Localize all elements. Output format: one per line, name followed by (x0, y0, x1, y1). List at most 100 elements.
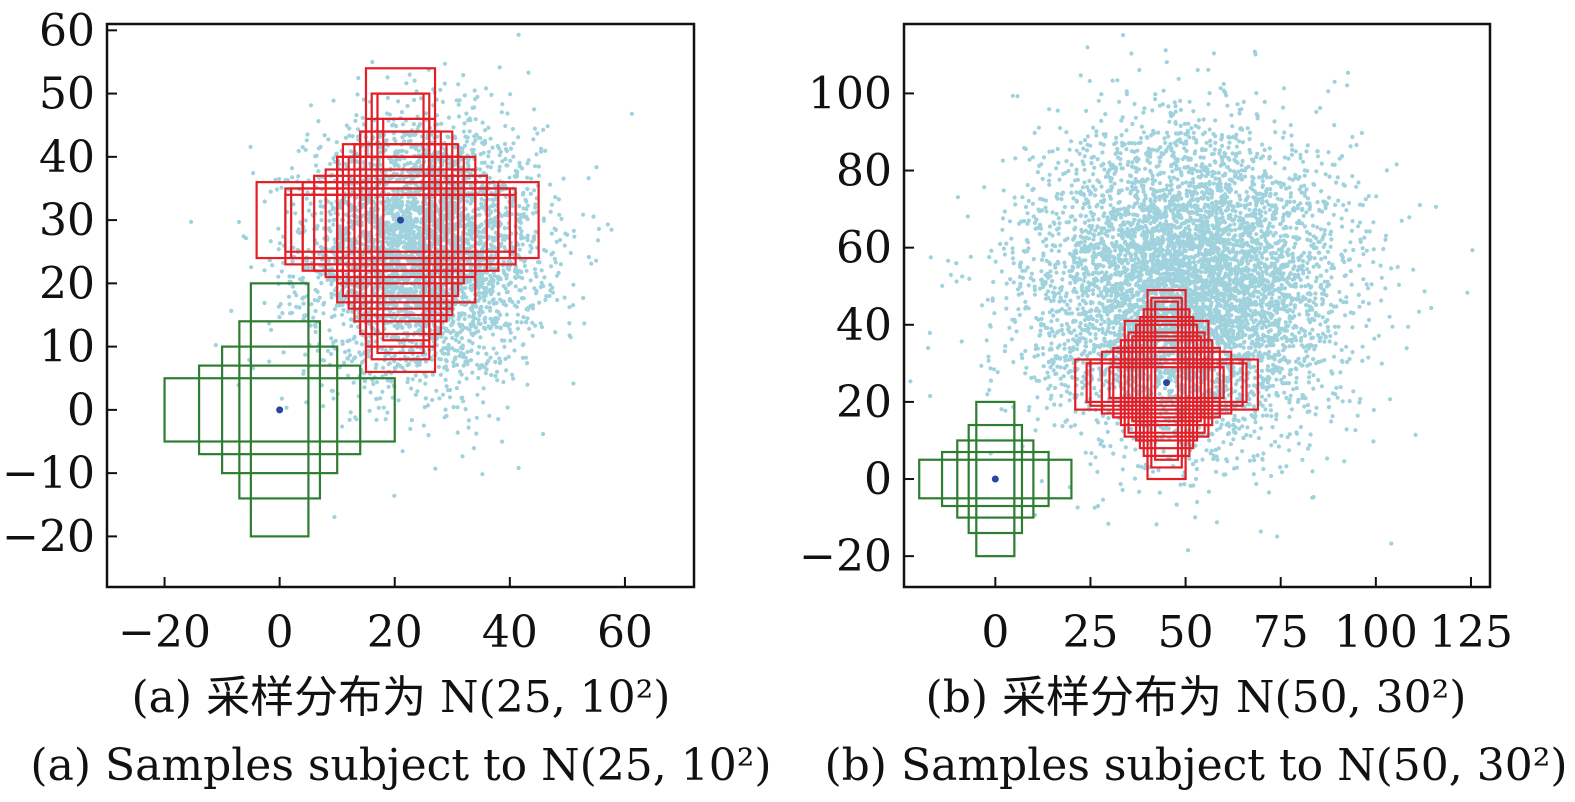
sample-point-a (353, 415, 358, 420)
sample-point-a (461, 355, 466, 360)
sample-point-a (290, 259, 295, 264)
sample-point-a (422, 405, 427, 410)
sample-point-a (410, 204, 415, 209)
sample-point-a (343, 135, 348, 140)
sample-point-a (474, 415, 479, 420)
sample-point-a (290, 284, 295, 289)
sample-point-a (505, 405, 510, 410)
sample-point-a (462, 143, 467, 148)
sample-point-a (367, 408, 372, 413)
sample-point-a (473, 316, 478, 321)
sample-point-a (378, 396, 383, 401)
sample-point-a (402, 225, 407, 230)
sample-point-b (1273, 161, 1278, 166)
sample-point-a (353, 118, 358, 123)
sample-point-a (374, 362, 379, 367)
sample-point-b (1251, 472, 1256, 477)
sample-point-a (519, 270, 524, 275)
sample-point-a (497, 356, 502, 361)
sample-point-a (389, 285, 394, 290)
sample-point-a (248, 144, 253, 149)
sample-point-a (487, 300, 492, 305)
sample-point-a (496, 291, 501, 296)
sample-point-b (1082, 154, 1087, 159)
sample-point-a (418, 290, 423, 295)
sample-point-a (426, 433, 431, 438)
sample-point-a (550, 250, 556, 255)
sample-point-b (1166, 104, 1171, 109)
sample-point-a (332, 307, 337, 312)
sample-point-b (986, 354, 991, 359)
sample-point-b (1094, 418, 1099, 423)
sample-point-a (467, 278, 473, 283)
sample-point-a (403, 214, 408, 219)
sample-point-b (1004, 281, 1009, 286)
sample-point-a (586, 176, 591, 181)
sample-point-a (563, 231, 568, 236)
sample-point-a (423, 381, 428, 386)
sample-point-a (471, 446, 476, 451)
sample-point-a (519, 320, 524, 325)
sample-point-a (383, 354, 388, 359)
sample-point-a (568, 250, 573, 256)
sample-point-a (462, 316, 467, 321)
sample-point-a (482, 138, 487, 143)
sample-point-a (493, 221, 498, 226)
sample-point-a (499, 213, 504, 219)
sample-point-a (495, 281, 500, 286)
sample-point-a (462, 312, 467, 317)
sample-point-a (453, 136, 458, 141)
sample-point-b (1230, 124, 1235, 129)
sample-point-a (429, 252, 435, 257)
sample-point-a (504, 148, 510, 154)
sample-point-a (279, 185, 284, 190)
sample-point-a (407, 287, 412, 292)
sample-point-a (396, 398, 401, 403)
sample-point-a (437, 356, 442, 362)
sample-point-a (296, 174, 301, 179)
sample-point-a (438, 372, 443, 377)
sample-point-a (276, 247, 281, 252)
sample-point-a (262, 268, 267, 273)
sample-point-a (313, 308, 318, 314)
sample-point-a (397, 289, 402, 294)
sample-point-a (506, 354, 511, 359)
sample-point-a (481, 386, 486, 391)
sample-point-a (571, 381, 576, 386)
sample-point-a (515, 319, 520, 325)
sample-point-a (421, 423, 426, 428)
sample-point-a (305, 265, 311, 270)
sample-point-a (473, 325, 478, 330)
sample-point-a (320, 253, 326, 258)
sample-point-a (466, 241, 471, 246)
sample-point-a (553, 260, 558, 265)
sample-point-a (504, 276, 509, 281)
sample-point-a (589, 261, 594, 266)
sample-point-a (488, 265, 493, 270)
sample-point-a (444, 384, 449, 389)
sample-point-a (315, 298, 321, 303)
sample-point-a (354, 113, 359, 118)
sample-point-a (505, 163, 510, 168)
sample-point-a (508, 338, 513, 343)
x-tick-label-a: 20 (367, 607, 423, 658)
sample-point-a (511, 154, 516, 159)
sample-point-a (470, 333, 476, 338)
sample-point-a (486, 281, 491, 287)
sample-point-a (424, 322, 429, 327)
sample-point-a (524, 207, 529, 212)
sample-point-a (276, 226, 281, 231)
sample-point-a (414, 89, 419, 94)
sample-point-a (357, 350, 362, 355)
sample-point-a (402, 354, 407, 359)
sample-point-a (507, 175, 512, 180)
sample-point-a (475, 351, 480, 356)
sample-point-a (481, 150, 486, 155)
sample-point-a (329, 336, 334, 341)
sample-point-a (502, 245, 507, 250)
sample-point-a (301, 371, 306, 376)
sample-point-a (502, 226, 507, 231)
sample-point-a (213, 343, 218, 348)
sample-point-a (321, 302, 326, 307)
